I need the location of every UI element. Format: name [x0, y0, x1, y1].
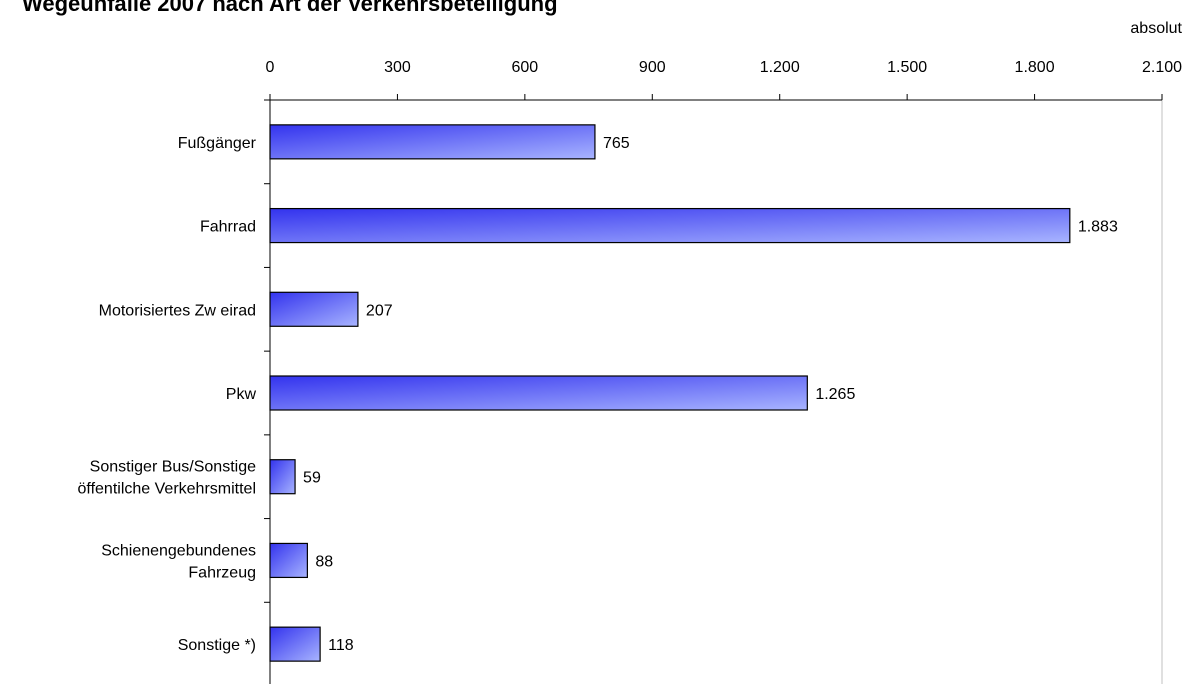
x-tick-label: 2.100 [1142, 59, 1182, 76]
data-label: 1.265 [815, 386, 855, 403]
x-tick-label: 1.500 [887, 59, 927, 76]
data-label: 207 [366, 302, 393, 319]
category-label: Motorisiertes Zw eirad [99, 302, 256, 319]
data-label: 59 [303, 470, 321, 487]
label-layer: 765 Fußgänger 1.883 Fahrrad 207 Motorisiertes… [78, 135, 1118, 654]
category-label: Pkw [226, 386, 257, 403]
x-tick-label: 900 [639, 59, 666, 76]
category-label: Fußgänger [178, 135, 257, 152]
bar [269, 542, 308, 579]
bar [269, 291, 359, 327]
category-label: Schienengebundenes [101, 542, 256, 559]
bar [269, 375, 808, 411]
category-label: Sonstige *) [178, 637, 256, 654]
x-tick-label: 1.200 [760, 59, 800, 76]
x-tick-label: 1.800 [1015, 59, 1055, 76]
bar [269, 626, 321, 662]
bar-layer [269, 124, 1071, 662]
bar [269, 207, 1071, 244]
x-tick-label: 600 [512, 59, 539, 76]
data-label: 118 [328, 637, 354, 654]
data-label: 88 [315, 553, 333, 570]
chart-title: Wegeunfälle 2007 nach Art der Verkehrsbe… [22, 0, 558, 16]
category-label: Fahrzeug [188, 564, 256, 581]
bar [269, 459, 296, 495]
bar [269, 124, 596, 160]
category-label: öffentilche Verkehrsmittel [78, 481, 256, 498]
x-tick-label: 300 [384, 59, 411, 76]
data-label: 1.883 [1078, 219, 1118, 236]
unit-label: absolut [1130, 20, 1182, 37]
axis-layer: 0 300 600 900 1.200 1.500 1.800 2.100 [264, 59, 1182, 684]
data-label: 765 [603, 135, 630, 152]
category-label: Fahrrad [200, 219, 256, 236]
category-label: Sonstiger Bus/Sonstige [90, 459, 256, 476]
x-tick-label: 0 [266, 59, 275, 76]
